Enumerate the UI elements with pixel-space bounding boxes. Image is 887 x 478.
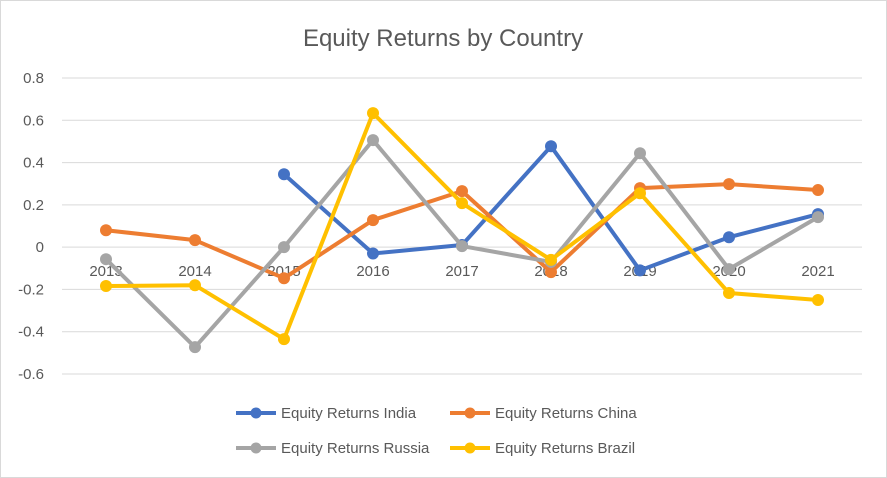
data-point-marker: [367, 107, 379, 120]
y-tick-label: 0.8: [23, 70, 44, 87]
legend-marker-icon: [464, 407, 476, 419]
data-point-marker: [723, 231, 735, 244]
legend-marker-icon: [464, 442, 476, 454]
y-tick-label: -0.4: [18, 324, 44, 341]
gridlines: [62, 77, 862, 375]
series-line: [104, 111, 820, 342]
legend-label: Equity Returns China: [495, 405, 637, 422]
data-point-marker: [545, 140, 557, 153]
y-tick-label: 0.6: [23, 112, 44, 129]
data-point-marker: [456, 185, 468, 198]
data-point-marker: [812, 184, 824, 197]
x-axis-ticks: 201320142015201620172018201920202021: [89, 263, 834, 280]
chart-title: Equity Returns by Country: [303, 25, 583, 52]
data-point-marker: [189, 279, 201, 292]
y-tick-label: 0.4: [23, 155, 44, 172]
y-tick-label: -0.2: [18, 281, 44, 298]
data-point-marker: [100, 253, 112, 266]
series-equity-returns-india: [278, 140, 824, 277]
data-point-marker: [723, 178, 735, 191]
legend-item: Equity Returns Brazil: [450, 440, 635, 457]
legend-item: Equity Returns China: [450, 405, 637, 422]
legend-marker-icon: [250, 442, 262, 454]
data-point-marker: [100, 280, 112, 293]
legend-item: Equity Returns Russia: [236, 440, 430, 457]
data-point-marker: [634, 147, 646, 160]
data-point-marker: [278, 272, 290, 285]
data-point-marker: [812, 294, 824, 306]
x-tick-label: 2016: [356, 263, 389, 280]
legend-marker-icon: [250, 407, 262, 419]
legend-label: Equity Returns India: [281, 405, 417, 422]
data-point-marker: [456, 197, 468, 210]
data-point-marker: [545, 253, 557, 266]
legend-label: Equity Returns Brazil: [495, 440, 635, 457]
data-point-marker: [634, 187, 646, 200]
series-equity-returns-brazil: [100, 107, 824, 346]
data-point-marker: [723, 287, 735, 300]
data-point-marker: [367, 214, 379, 227]
data-point-marker: [812, 211, 824, 224]
data-point-marker: [545, 266, 557, 279]
data-point-marker: [634, 264, 646, 277]
data-point-marker: [367, 134, 379, 147]
data-point-marker: [189, 341, 201, 354]
data-point-marker: [367, 247, 379, 260]
x-tick-label: 2014: [178, 263, 211, 280]
y-tick-label: -0.6: [18, 366, 44, 383]
data-point-marker: [189, 234, 201, 247]
series-lines: [100, 107, 824, 354]
data-point-marker: [723, 263, 735, 276]
x-tick-label: 2017: [445, 263, 478, 280]
legend-item: Equity Returns India: [236, 405, 417, 422]
y-tick-label: 0: [36, 239, 44, 256]
data-point-marker: [456, 240, 468, 253]
data-point-marker: [278, 241, 290, 254]
legend-label: Equity Returns Russia: [281, 440, 430, 457]
legend: Equity Returns India Equity Returns China…: [236, 405, 637, 457]
x-tick-label: 2021: [801, 263, 834, 280]
data-point-marker: [278, 168, 290, 181]
data-point-marker: [100, 224, 112, 237]
data-point-marker: [278, 333, 290, 346]
series-equity-returns-china: [100, 178, 824, 285]
y-tick-label: 0.2: [23, 197, 44, 214]
y-axis-ticks: 0.8 0.6 0.4 0.2 0 -0.2 -0.4 -0.6: [18, 70, 44, 383]
series-line: [282, 144, 820, 273]
